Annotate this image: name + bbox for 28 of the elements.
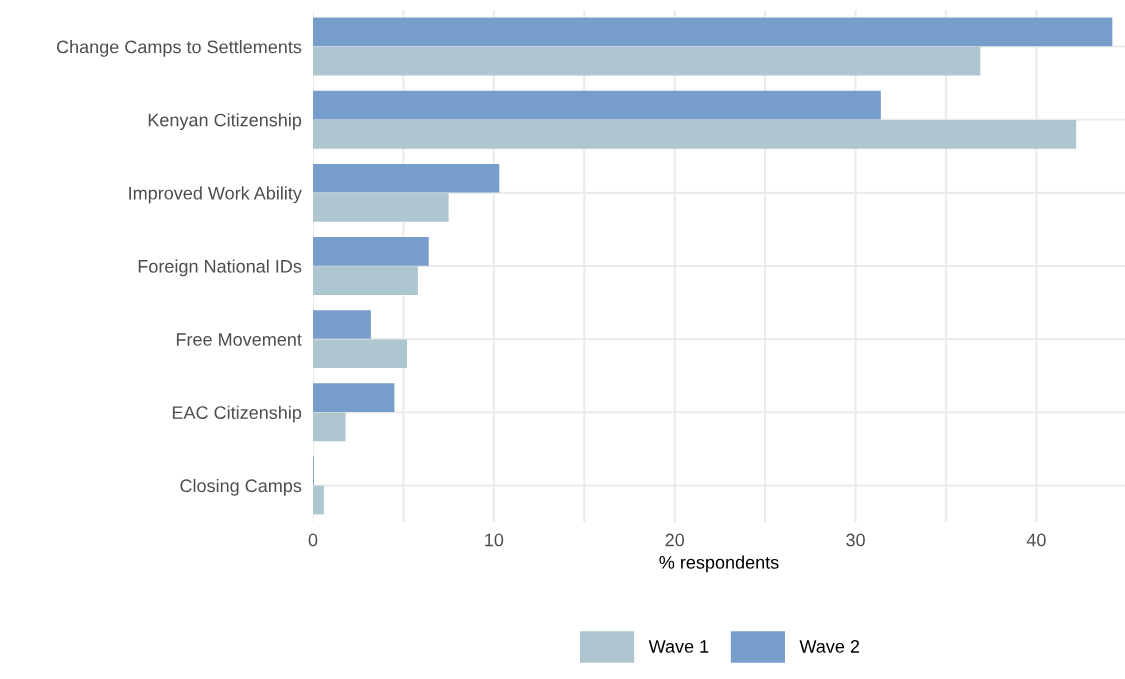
y-tick-label: Foreign National IDs (138, 259, 302, 277)
bar (313, 46, 981, 76)
bar (313, 237, 429, 266)
y-tick-label: Change Camps to Settlements (56, 40, 302, 57)
x-tick-label: 40 (1026, 533, 1046, 547)
bar (313, 90, 881, 120)
bar (313, 485, 324, 515)
bar (313, 383, 395, 412)
y-tick-label: Improved Work Ability (129, 186, 302, 204)
x-tick-label: 30 (846, 533, 865, 547)
bar (313, 310, 371, 339)
x-tick-label: 20 (665, 533, 685, 547)
bar (313, 17, 1113, 47)
y-tick-label: Free Movement (176, 333, 302, 346)
bar (313, 163, 500, 193)
x-tick-label: 0 (308, 533, 318, 547)
y-tick-label: EAC Citizenship (172, 405, 302, 423)
x-tick-label: 10 (485, 533, 504, 547)
bar (313, 193, 449, 222)
y-tick-label: Closing Camps (180, 478, 302, 496)
bar (313, 266, 418, 295)
y-tick-label: Kenyan Citizenship (148, 113, 302, 130)
legend-label: Wave 2 (799, 640, 860, 653)
legend-label: Wave 1 (648, 640, 709, 653)
bar (313, 412, 346, 442)
x-axis-title: % respondents (659, 555, 779, 573)
bar (313, 339, 408, 369)
bar (313, 120, 1077, 149)
